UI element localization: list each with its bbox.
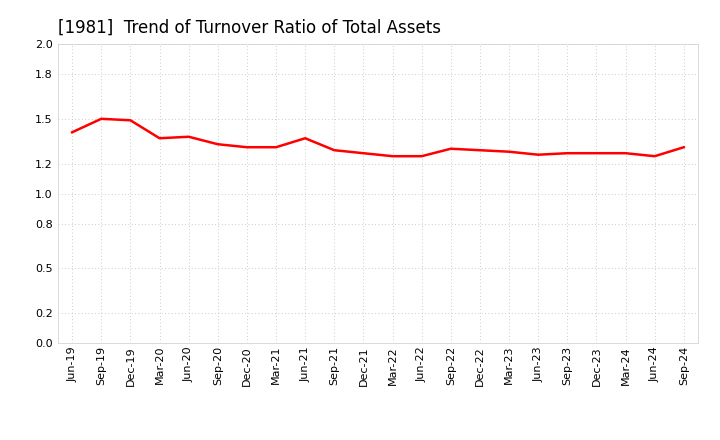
Text: [1981]  Trend of Turnover Ratio of Total Assets: [1981] Trend of Turnover Ratio of Total … <box>58 19 441 37</box>
